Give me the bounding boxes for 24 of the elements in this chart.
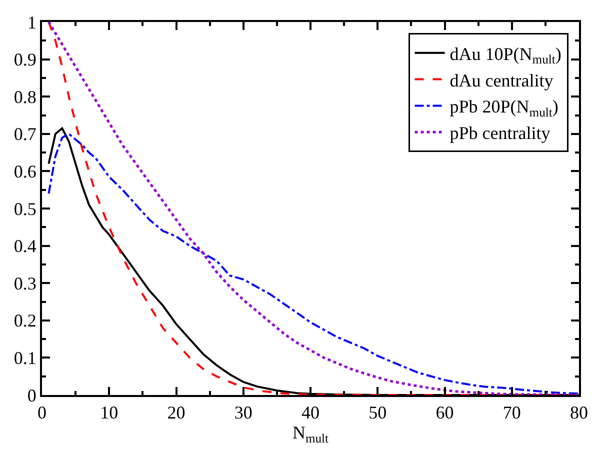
x-tick-label: 50 <box>368 402 387 423</box>
y-tick-label: 0.2 <box>14 310 36 331</box>
x-tick-label: 30 <box>234 402 252 423</box>
y-tick-label: 0.3 <box>14 273 36 294</box>
legend-label: dAu centrality <box>450 70 554 90</box>
y-tick-label: 0.1 <box>14 348 36 368</box>
y-tick-label: 0.7 <box>14 124 36 144</box>
x-tick-label: 60 <box>436 402 454 423</box>
legend-label: pPb 20P(N$_{mult}$) <box>450 96 558 120</box>
x-tick-label: 10 <box>100 402 118 423</box>
y-tick-label: 0.5 <box>14 198 36 219</box>
y-tick-label: 1 <box>27 12 36 32</box>
x-tick-label: 40 <box>302 402 320 423</box>
y-tick-label: 0.9 <box>14 50 36 70</box>
legend-label: pPb centrality <box>450 123 550 144</box>
y-tick-label: 0.6 <box>14 162 36 182</box>
legend-label: dAu 10P(N$_{mult}$) <box>450 44 562 67</box>
x-tick-label: 80 <box>570 402 588 423</box>
y-tick-label: 0.4 <box>14 236 36 256</box>
x-axis-title: N$_{mult}$ <box>292 422 330 446</box>
y-tick-label: 0 <box>27 385 36 406</box>
x-tick-label: 20 <box>167 402 186 423</box>
y-tick-label: 0.8 <box>14 86 36 107</box>
x-tick-label: 70 <box>502 402 521 423</box>
